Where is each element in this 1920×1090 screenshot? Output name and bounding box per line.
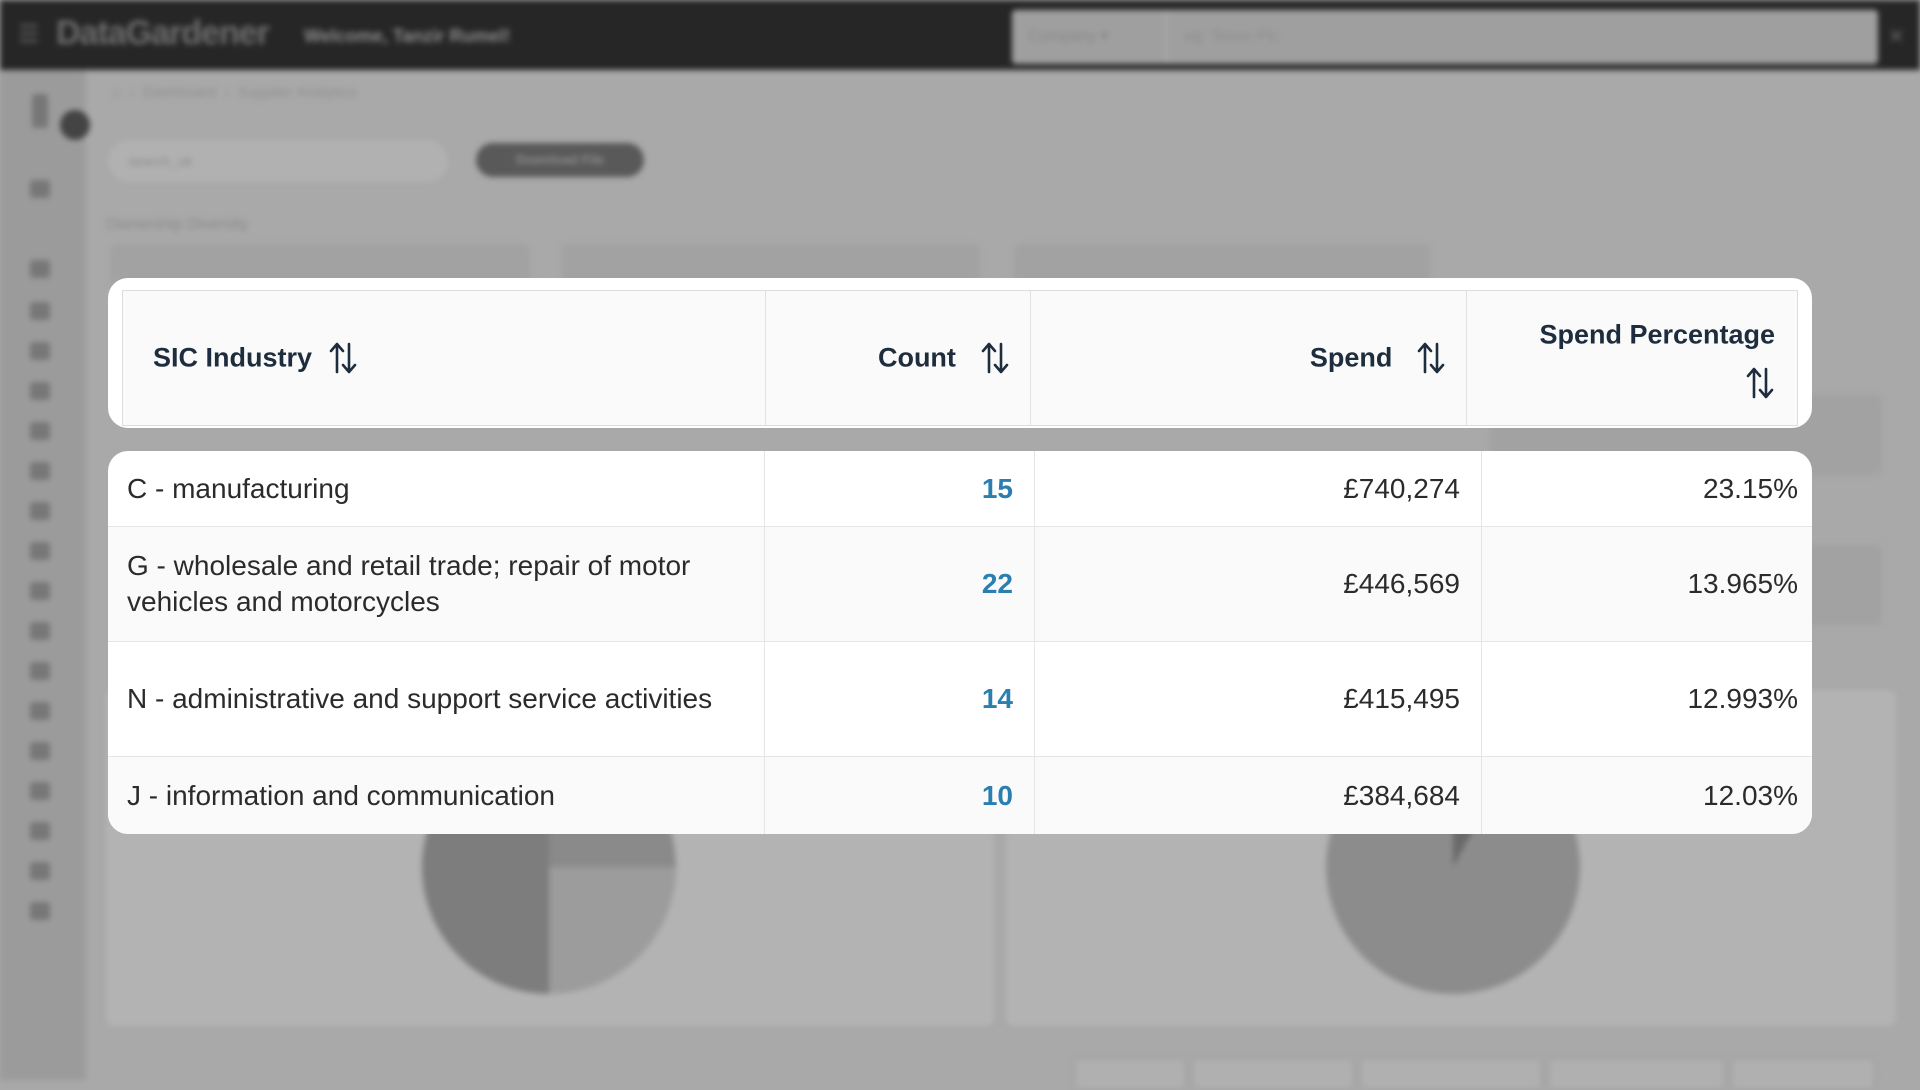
sidebar-nav-icon[interactable] [30,782,50,800]
spend-percentage-value: 12.993% [1687,683,1798,714]
spend-value: £384,684 [1343,779,1460,811]
search-type-label: Company [1028,28,1097,45]
table-body: C - manufacturing 15 £740,274 23.15% G -… [108,451,1812,834]
column-header-label: Spend Percentage [1539,319,1776,350]
spend-percentage-cell: 12.03% [1482,757,1812,834]
welcome-text: Welcome, Tanzir Rumel! [304,26,511,46]
file-select[interactable]: search_uk [108,140,448,182]
spend-percentage-cell: 13.965% [1482,527,1812,641]
filter-chip[interactable] [1548,1058,1725,1090]
industry-text: C - manufacturing [127,472,350,504]
sidebar-nav-icon[interactable] [30,502,50,520]
sidebar-nav-icon[interactable] [30,622,50,640]
spend-percentage-value: 13.965% [1687,568,1798,599]
pie-label [1618,886,1622,901]
industry-text: J - information and communication [127,779,555,811]
spend-percentage-value: 12.03% [1703,779,1798,811]
sidebar-nav-icon[interactable] [30,822,50,840]
top-navbar: ☰ DataGardener Welcome, Tanzir Rumel! Co… [0,0,1920,70]
sidebar-toggle-button[interactable] [60,110,90,140]
search-input[interactable]: eg: Tesco Plc [1184,28,1279,45]
left-sidebar [0,70,85,1080]
download-file-button[interactable]: Download File [476,143,644,177]
table-row: C - manufacturing 15 £740,274 23.15% [108,451,1812,527]
sort-arrows-icon[interactable] [1745,366,1775,400]
table-row: G - wholesale and retail trade; repair o… [108,527,1812,642]
summary-card [1014,244,1430,284]
spend-value: £740,274 [1343,472,1460,504]
column-header-label: Spend [1309,342,1393,373]
column-header-sic-industry[interactable]: SIC Industry [123,291,767,425]
search-type-select[interactable]: Company ▾ [1012,10,1167,64]
spend-cell: £446,569 [1035,527,1482,641]
sidebar-nav-icon[interactable] [30,662,50,680]
sidebar-nav-icon[interactable] [30,260,50,278]
table-header-row: SIC Industry Count Spend Spend Percentag… [122,290,1798,426]
count-cell: 14 [765,642,1035,756]
sidebar-nav-icon[interactable] [30,462,50,480]
column-header-spend-percentage[interactable]: Spend Percentage [1467,291,1797,425]
pie-label [350,984,354,999]
industry-cell: N - administrative and support service a… [108,642,765,756]
home-icon[interactable] [30,180,50,198]
sidebar-nav-icon[interactable] [30,302,50,320]
count-link[interactable]: 22 [981,568,1013,599]
sort-arrows-icon[interactable] [980,341,1010,375]
industry-cell: C - manufacturing [108,451,765,526]
sidebar-nav-icon[interactable] [30,422,50,440]
count-link[interactable]: 14 [981,683,1013,714]
app-logo: DataGardener [56,14,270,52]
close-icon[interactable]: ✕ [1888,26,1905,48]
sidebar-nav-icon[interactable] [30,382,50,400]
pie-label [706,906,710,921]
count-cell: 15 [765,451,1035,526]
sidebar-nav-icon[interactable] [30,582,50,600]
industry-cell: J - information and communication [108,757,765,834]
section-title: Ownership Diversity [106,216,249,233]
breadcrumb-item[interactable]: Dashboard [142,84,217,101]
spend-percentage-value: 23.15% [1703,472,1798,504]
count-cell: 10 [765,757,1035,834]
table-row: N - administrative and support service a… [108,642,1812,757]
spend-percentage-cell: 12.993% [1482,642,1812,756]
spend-value: £415,495 [1343,683,1460,714]
pie-label [1170,910,1174,925]
sidebar-nav-icon[interactable] [30,702,50,720]
spend-percentage-cell: 23.15% [1482,451,1812,526]
summary-card [110,244,530,284]
count-link[interactable]: 15 [981,472,1013,504]
column-header-label: Count [877,342,956,373]
filter-chip[interactable] [1192,1058,1354,1090]
breadcrumb-item: Supplier Analytics [237,84,357,101]
spend-cell: £415,495 [1035,642,1482,756]
industry-cell: G - wholesale and retail trade; repair o… [108,527,765,641]
sidebar-nav-icon[interactable] [30,742,50,760]
sort-arrows-icon[interactable] [1416,341,1446,375]
hamburger-menu-icon[interactable]: ☰ [18,21,40,48]
spend-cell: £384,684 [1035,757,1482,834]
filter-chip[interactable] [1731,1058,1875,1090]
filter-chip[interactable] [1074,1058,1186,1090]
summary-card [562,244,980,284]
count-link[interactable]: 10 [981,779,1013,811]
breadcrumb: ⌂ › Dashboard › Supplier Analytics [112,84,357,101]
column-header-spend[interactable]: Spend [1031,291,1468,425]
sidebar-nav-icon[interactable] [30,902,50,920]
sidebar-nav-icon[interactable] [30,542,50,560]
spend-value: £446,569 [1343,568,1460,599]
table-row: J - information and communication 10 £38… [108,757,1812,834]
count-cell: 22 [765,527,1035,641]
filter-chip[interactable] [1360,1058,1542,1090]
spend-cell: £740,274 [1035,451,1482,526]
industry-text: N - administrative and support service a… [127,683,713,714]
column-header-label: SIC Industry [153,342,313,373]
user-icon[interactable] [32,94,48,128]
global-search: Company ▾ eg: Tesco Plc [1012,10,1878,64]
sidebar-nav-icon[interactable] [30,862,50,880]
column-header-count[interactable]: Count [766,291,1031,425]
sidebar-nav-icon[interactable] [30,342,50,360]
sort-arrows-icon[interactable] [328,341,358,375]
industry-text: G - wholesale and retail trade; repair o… [127,550,691,617]
table-header-card: SIC Industry Count Spend Spend Percentag… [108,278,1812,428]
